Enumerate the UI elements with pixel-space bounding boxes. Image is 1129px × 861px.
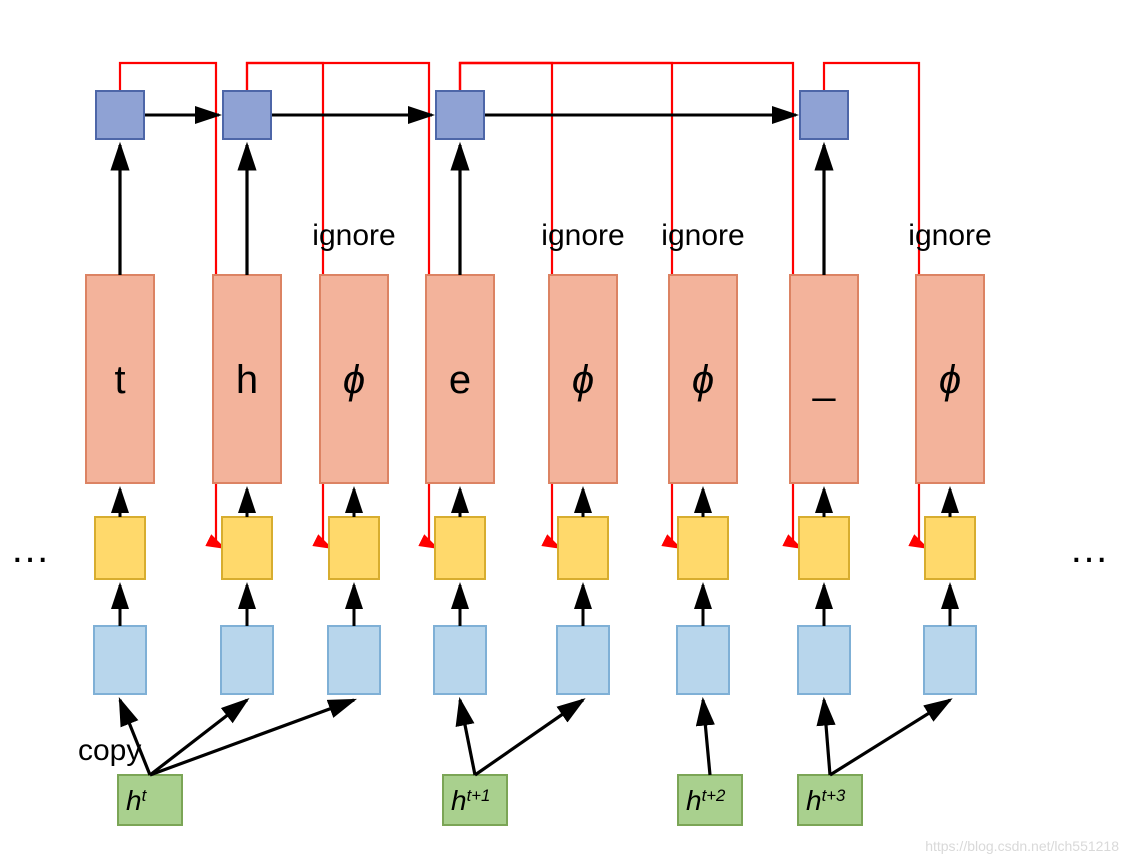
purple-box: [800, 91, 848, 139]
watermark: https://blog.csdn.net/lch551218: [925, 838, 1119, 854]
yellow-box: [435, 517, 485, 579]
orange-label: e: [449, 358, 471, 402]
blue-box: [677, 626, 729, 694]
arrow-copy: [460, 700, 475, 775]
orange-label: ϕ: [692, 358, 714, 402]
yellow-box: [558, 517, 608, 579]
ignore-label: ignore: [908, 219, 991, 252]
blue-box: [94, 626, 146, 694]
yellow-box: [799, 517, 849, 579]
arrow-copy: [150, 700, 247, 775]
blue-box: [434, 626, 486, 694]
blue-box: [557, 626, 609, 694]
ignore-label: ignore: [661, 219, 744, 252]
purple-box: [436, 91, 484, 139]
orange-label: _: [812, 358, 836, 402]
orange-label: ϕ: [572, 358, 594, 402]
dots-left: …: [10, 527, 50, 571]
arrow-copy: [703, 700, 710, 775]
purple-box: [223, 91, 271, 139]
arrow-copy: [830, 700, 950, 775]
purple-box: [96, 91, 144, 139]
arrow-copy: [475, 700, 583, 775]
red-feedback: [460, 63, 801, 548]
yellow-box: [925, 517, 975, 579]
diagram-canvas: thϕignoreeϕignoreϕignore_ϕignorehtht+1ht…: [0, 0, 1129, 861]
blue-box: [924, 626, 976, 694]
arrow-copy: [150, 700, 354, 775]
orange-label: t: [114, 358, 125, 402]
yellow-box: [329, 517, 379, 579]
blue-box: [221, 626, 273, 694]
arrow-copy: [824, 700, 830, 775]
yellow-box: [678, 517, 728, 579]
ignore-label: ignore: [312, 219, 395, 252]
orange-label: ϕ: [939, 358, 961, 402]
blue-box: [328, 626, 380, 694]
blue-box: [798, 626, 850, 694]
copy-label: copy: [78, 734, 141, 767]
dots-right: …: [1069, 527, 1109, 571]
ignore-label: ignore: [541, 219, 624, 252]
yellow-box: [95, 517, 145, 579]
yellow-box: [222, 517, 272, 579]
orange-label: ϕ: [343, 358, 365, 402]
orange-label: h: [236, 358, 258, 402]
